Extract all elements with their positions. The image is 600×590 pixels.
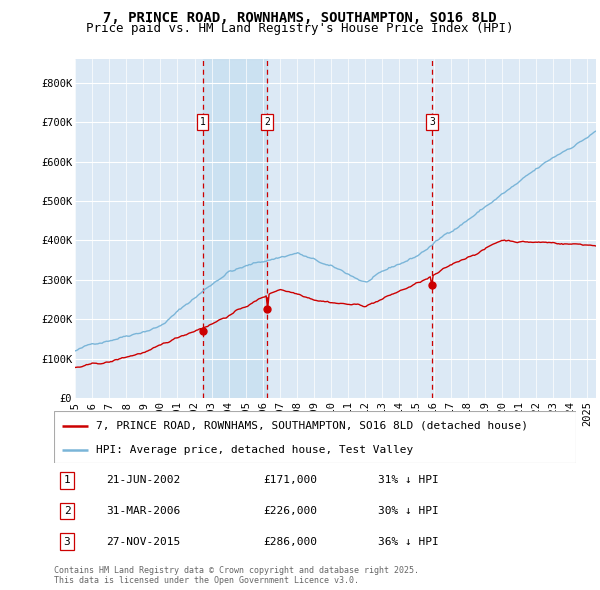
Text: 27-NOV-2015: 27-NOV-2015 <box>106 536 181 546</box>
Text: Contains HM Land Registry data © Crown copyright and database right 2025.
This d: Contains HM Land Registry data © Crown c… <box>54 566 419 585</box>
FancyBboxPatch shape <box>54 411 576 463</box>
Text: 3: 3 <box>64 536 70 546</box>
Text: 31% ↓ HPI: 31% ↓ HPI <box>377 476 439 486</box>
Text: 21-JUN-2002: 21-JUN-2002 <box>106 476 181 486</box>
Text: Price paid vs. HM Land Registry's House Price Index (HPI): Price paid vs. HM Land Registry's House … <box>86 22 514 35</box>
Text: 3: 3 <box>429 117 435 127</box>
Text: 2: 2 <box>264 117 270 127</box>
Text: 31-MAR-2006: 31-MAR-2006 <box>106 506 181 516</box>
Text: 1: 1 <box>64 476 70 486</box>
Text: 7, PRINCE ROAD, ROWNHAMS, SOUTHAMPTON, SO16 8LD (detached house): 7, PRINCE ROAD, ROWNHAMS, SOUTHAMPTON, S… <box>96 421 528 431</box>
Text: 7, PRINCE ROAD, ROWNHAMS, SOUTHAMPTON, SO16 8LD: 7, PRINCE ROAD, ROWNHAMS, SOUTHAMPTON, S… <box>103 11 497 25</box>
Text: 36% ↓ HPI: 36% ↓ HPI <box>377 536 439 546</box>
Text: 2: 2 <box>64 506 70 516</box>
Text: £226,000: £226,000 <box>263 506 317 516</box>
Bar <box>203 59 267 398</box>
Text: 1: 1 <box>200 117 205 127</box>
Text: £286,000: £286,000 <box>263 536 317 546</box>
Text: 30% ↓ HPI: 30% ↓ HPI <box>377 506 439 516</box>
Text: £171,000: £171,000 <box>263 476 317 486</box>
Text: HPI: Average price, detached house, Test Valley: HPI: Average price, detached house, Test… <box>96 445 413 455</box>
